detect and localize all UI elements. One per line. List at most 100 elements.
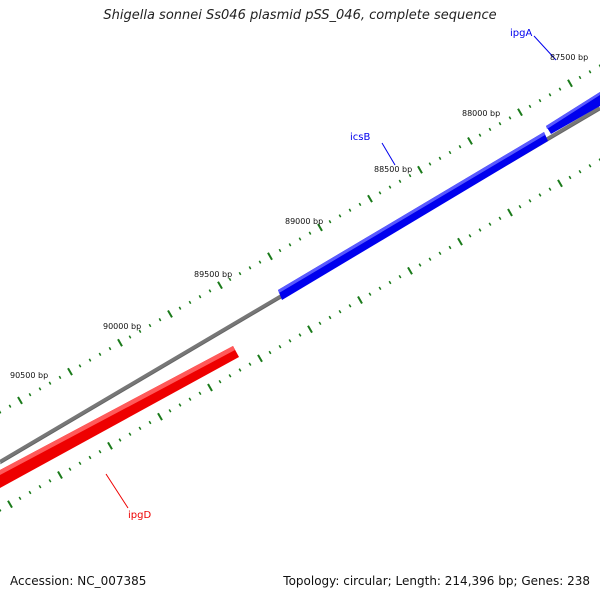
minor-tick <box>438 156 442 160</box>
minor-tick <box>268 350 272 355</box>
minor-tick <box>288 339 292 343</box>
minor-tick <box>48 381 52 385</box>
minor-tick <box>298 237 302 241</box>
minor-tick <box>278 345 282 349</box>
gene-ipgD[interactable] <box>0 346 239 488</box>
minor-tick <box>288 243 292 247</box>
minor-tick <box>358 202 362 207</box>
minor-tick <box>98 352 102 356</box>
minor-tick <box>188 300 192 305</box>
inner-tick-track <box>0 158 600 512</box>
minor-tick <box>28 490 32 495</box>
major-tick <box>417 165 423 174</box>
major-tick <box>7 500 13 509</box>
minor-tick <box>198 295 202 299</box>
minor-tick <box>238 271 242 276</box>
minor-tick <box>178 403 182 407</box>
minor-tick <box>588 70 592 74</box>
major-tick <box>407 266 413 275</box>
minor-tick <box>538 98 542 103</box>
minor-tick <box>38 387 42 391</box>
summary-text: Topology: circular; Length: 214,396 bp; … <box>283 574 590 588</box>
minor-tick <box>218 380 222 384</box>
major-tick <box>507 208 513 217</box>
major-tick <box>17 396 23 405</box>
minor-tick <box>228 277 232 282</box>
minor-tick <box>458 145 462 149</box>
minor-tick <box>378 286 382 290</box>
icsB-label[interactable]: icsB <box>350 132 370 143</box>
minor-tick <box>118 438 122 442</box>
major-tick <box>357 296 363 304</box>
minor-tick <box>28 393 32 397</box>
minor-tick <box>418 263 422 267</box>
minor-tick <box>138 426 142 430</box>
minor-tick <box>188 397 192 401</box>
outer-tick-track <box>0 64 600 414</box>
minor-tick <box>578 170 582 174</box>
major-tick <box>467 136 473 145</box>
minor-tick <box>208 289 212 293</box>
minor-tick <box>228 374 232 378</box>
minor-tick <box>328 220 332 224</box>
gene-ipgA[interactable] <box>546 92 600 134</box>
minor-tick <box>518 205 522 209</box>
minor-tick <box>398 275 402 279</box>
ipgD-leader-line <box>105 473 129 509</box>
minor-tick <box>38 485 42 489</box>
major-tick <box>107 441 113 450</box>
minor-tick <box>568 175 572 180</box>
minor-tick <box>168 409 172 413</box>
minor-tick <box>348 304 352 308</box>
minor-tick <box>328 315 332 320</box>
minor-tick <box>158 318 162 322</box>
minor-tick <box>588 164 592 168</box>
minor-tick <box>338 214 342 218</box>
major-tick <box>367 194 373 203</box>
minor-tick <box>0 410 2 414</box>
ipgD-label[interactable]: ipgD <box>128 510 151 521</box>
minor-tick <box>378 191 382 195</box>
minor-tick <box>78 364 82 368</box>
minor-tick <box>478 228 482 232</box>
minor-tick <box>318 321 322 325</box>
minor-tick <box>238 368 242 372</box>
minor-tick <box>528 199 532 203</box>
major-tick <box>567 79 573 88</box>
tick-label-89500: 89500 bp <box>194 270 232 279</box>
minor-tick <box>8 404 12 408</box>
major-tick <box>457 237 463 246</box>
minor-tick <box>438 251 442 255</box>
minor-tick <box>148 420 152 425</box>
minor-tick <box>108 346 112 351</box>
gene-icsB[interactable] <box>278 132 548 300</box>
tick-label-88000: 88000 bp <box>462 109 500 118</box>
minor-tick <box>98 450 102 454</box>
minor-tick <box>18 496 22 500</box>
major-tick <box>267 252 273 261</box>
minor-tick <box>428 162 432 166</box>
minor-tick <box>498 122 502 126</box>
minor-tick <box>368 292 372 296</box>
tick-label-88500: 88500 bp <box>374 165 412 174</box>
tick-label-89000: 89000 bp <box>285 217 323 226</box>
major-tick <box>317 223 323 232</box>
minor-tick <box>578 75 582 80</box>
minor-tick <box>528 104 532 109</box>
minor-tick <box>48 479 52 483</box>
minor-tick <box>388 280 392 285</box>
map-title: Shigella sonnei Ss046 plasmid pSS_046, c… <box>103 8 497 23</box>
major-tick <box>257 354 263 363</box>
minor-tick <box>408 173 412 178</box>
minor-tick <box>58 375 62 380</box>
minor-tick <box>248 266 252 270</box>
minor-tick <box>448 245 452 250</box>
ipgA-label[interactable]: ipgA <box>510 28 532 39</box>
minor-tick <box>498 216 502 220</box>
minor-tick <box>298 333 302 337</box>
minor-tick <box>78 461 82 465</box>
minor-tick <box>0 508 2 512</box>
major-tick <box>207 383 213 392</box>
major-tick <box>67 367 73 376</box>
